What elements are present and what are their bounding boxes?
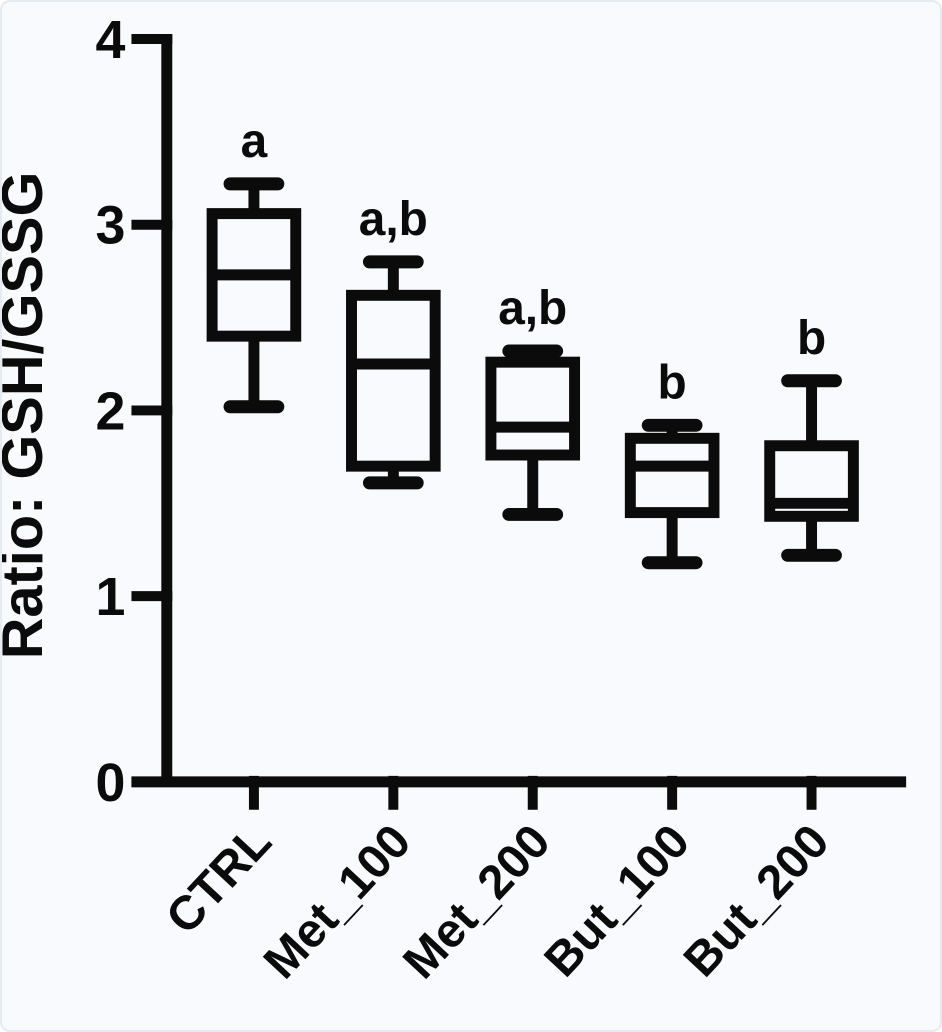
box-But_100: [624, 432, 720, 519]
significance-letter-CTRL: a: [241, 115, 268, 168]
y-tick-label-0: 0: [96, 753, 126, 813]
significance-letter-Met_100: a,b: [359, 193, 428, 246]
y-tick-label-3: 3: [96, 196, 126, 256]
y-axis-label: Ratio: GSH/GSSG: [2, 172, 55, 660]
x-category-label-CTRL: CTRL: [156, 815, 282, 944]
significance-letter-But_100: b: [658, 356, 687, 409]
x-category-label-Met_200: Met_200: [393, 815, 560, 989]
y-tick-label-1: 1: [96, 567, 126, 627]
x-category-label-But_200: But_200: [674, 815, 840, 987]
x-category-label-But_100: But_100: [535, 815, 701, 987]
y-tick-label-4: 4: [96, 10, 126, 70]
box-Met_200: [485, 356, 581, 461]
y-tick-label-2: 2: [96, 381, 126, 441]
x-category-label-Met_100: Met_100: [254, 815, 421, 989]
significance-letter-Met_200: a,b: [498, 282, 567, 335]
box-Met_100: [346, 289, 441, 472]
significance-letter-But_200: b: [797, 312, 826, 365]
